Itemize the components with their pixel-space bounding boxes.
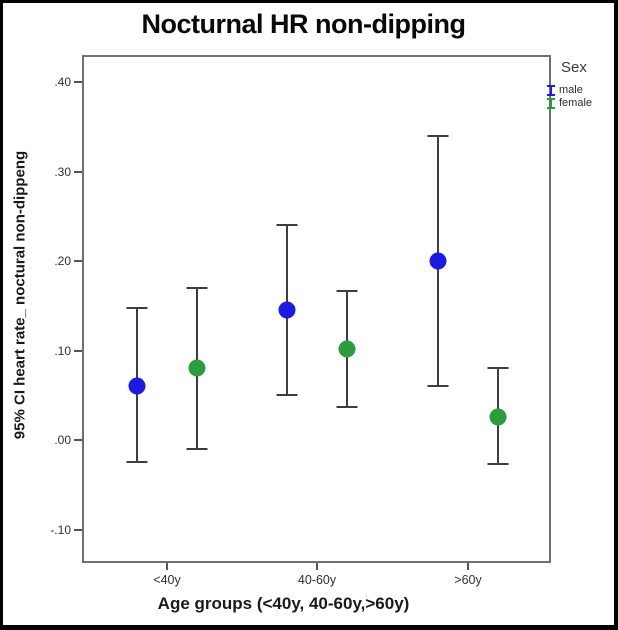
errorbar-cap-bottom-female-40-60y bbox=[336, 405, 358, 408]
mean-point-male-<40y bbox=[128, 377, 146, 395]
female-errorbar-icon bbox=[547, 97, 555, 109]
x-tick-mark bbox=[467, 563, 469, 570]
legend-title: Sex bbox=[561, 59, 587, 76]
x-tick-label: >60y bbox=[454, 573, 482, 587]
y-axis-title: 95% CI heart rate_ noctural non-dippeng bbox=[11, 150, 29, 440]
errorbar-cap-bottom-female-<40y bbox=[186, 447, 208, 450]
errorbar-cap-bottom-female->60y bbox=[487, 463, 509, 466]
x-tick-label: 40-60y bbox=[297, 573, 337, 587]
legend-label-male: male bbox=[559, 84, 583, 96]
x-tick-mark bbox=[316, 563, 318, 570]
errorbar-cap-top-female-40-60y bbox=[336, 289, 358, 292]
errorbar-cap-bottom-male->60y bbox=[427, 385, 449, 388]
chart-title: Nocturnal HR non-dipping bbox=[141, 9, 466, 39]
errorbar-cap-bottom-male-40-60y bbox=[276, 394, 298, 397]
y-tick-mark bbox=[74, 528, 82, 531]
y-tick-mark bbox=[74, 349, 82, 352]
legend-label-female: female bbox=[559, 97, 593, 109]
errorbar-cap-top-male->60y bbox=[427, 134, 449, 137]
x-tick-mark bbox=[166, 563, 168, 570]
y-tick-label: -.10 bbox=[50, 522, 71, 537]
y-tick-mark bbox=[74, 170, 82, 173]
errorbar-cap-top-male-<40y bbox=[126, 307, 148, 310]
errorbar-cap-top-male-40-60y bbox=[276, 224, 298, 227]
x-axis-title: Age groups (<40y, 40-60y,>60y) bbox=[157, 594, 410, 613]
mean-point-female-40-60y bbox=[338, 340, 356, 358]
y-tick-label: .10 bbox=[54, 343, 71, 358]
legend-item-female: female bbox=[547, 97, 614, 109]
plot-frame bbox=[82, 55, 551, 563]
y-tick-label: .30 bbox=[54, 164, 71, 179]
errorbar-cap-top-female->60y bbox=[487, 367, 509, 370]
male-errorbar-icon bbox=[547, 84, 555, 96]
mean-point-male->60y bbox=[429, 252, 447, 270]
y-tick-mark bbox=[74, 439, 82, 441]
x-tick-label: <40y bbox=[153, 573, 181, 587]
legend: Sex male female bbox=[543, 59, 614, 110]
mean-point-female->60y bbox=[489, 408, 507, 426]
y-tick-label: .20 bbox=[54, 254, 71, 268]
y-tick-label: .00 bbox=[54, 433, 71, 447]
y-tick-label: .40 bbox=[54, 75, 71, 89]
y-tick-mark bbox=[74, 260, 82, 262]
errorbar-cap-top-female-<40y bbox=[186, 286, 208, 289]
errorbar-cap-bottom-male-<40y bbox=[126, 461, 148, 464]
y-tick-mark bbox=[74, 81, 82, 83]
mean-point-female-<40y bbox=[188, 359, 206, 377]
legend-item-male: male bbox=[547, 84, 614, 96]
mean-point-male-40-60y bbox=[278, 301, 296, 319]
